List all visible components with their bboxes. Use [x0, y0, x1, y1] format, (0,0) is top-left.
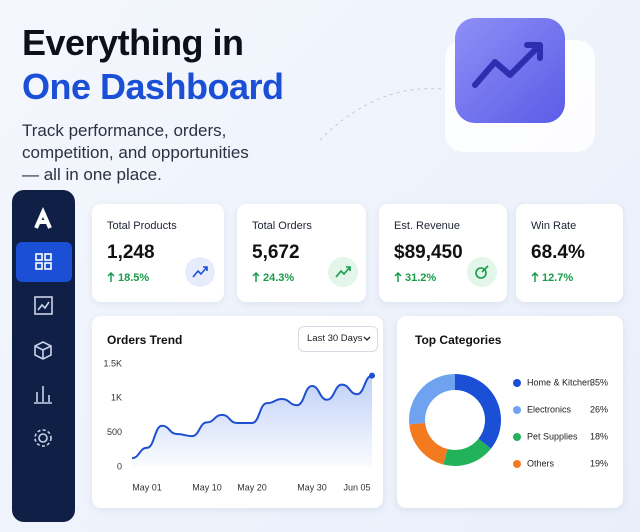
line: [131, 374, 373, 460]
donut-segment: [409, 422, 448, 465]
value-label: 35%: [590, 377, 608, 387]
legend-label: Electronics: [527, 404, 572, 414]
kpi-value: $89,450: [394, 242, 463, 263]
y-tick-label: 0: [117, 461, 122, 471]
kpi-label: Est. Revenue: [394, 220, 461, 232]
icon-glyph: [472, 42, 543, 88]
legend-dot: [513, 433, 521, 441]
deco-line: [319, 88, 451, 141]
kpi-change-text: 24.3%: [263, 272, 295, 284]
y-tick-label: 500: [107, 427, 122, 437]
kpi-card: Total Products 1,248 18.5%: [92, 204, 224, 302]
sidebar-icons: [16, 207, 72, 447]
kpi-change: 31.2%: [394, 271, 437, 284]
kpi-change: 12.7%: [531, 271, 574, 284]
subtitle-line: — all in one place.: [22, 165, 162, 184]
kpi-icon: [467, 257, 497, 287]
logo: [34, 207, 52, 229]
nav-active[interactable]: [16, 242, 72, 282]
kpi-change: 18.5%: [107, 271, 150, 284]
area: [132, 375, 372, 467]
kpi-change-text: 31.2%: [405, 272, 437, 284]
range-dropdown[interactable]: Last 30 Days: [298, 326, 378, 352]
y-tick-label: 1K: [111, 393, 122, 403]
chart-title: Top Categories: [415, 333, 502, 347]
value-label: 18%: [590, 431, 608, 441]
kpi-card: Est. Revenue $89,450 31.2%: [379, 204, 507, 302]
subtitle: Track performance, orders, competition, …: [22, 120, 249, 186]
value-label: 26%: [590, 404, 608, 414]
kpi-change: 24.3%: [252, 271, 295, 284]
legend-dot: [513, 379, 521, 387]
kpi-card: Win Rate 68.4% 12.7%: [516, 204, 623, 302]
title-line1: Everything in: [22, 22, 244, 63]
x-tick-label: May 01: [132, 482, 162, 492]
sidebar: [12, 190, 75, 522]
donut-segment: [409, 374, 456, 425]
categories-card: Top Categories: [397, 316, 623, 508]
x-tick-label: May 10: [192, 482, 222, 492]
x-tick-label: May 20: [237, 482, 267, 492]
kpi-change-text: 18.5%: [118, 272, 150, 284]
kpi-value: 68.4%: [531, 242, 585, 263]
subtitle-line: competition, and opportunities: [22, 143, 249, 162]
kpi-label: Total Products: [107, 220, 177, 232]
value-label: 19%: [590, 458, 608, 468]
kpi-icon: [185, 257, 215, 287]
y-tick-label: 1.5K: [103, 358, 122, 368]
legend-label: Home & Kitchen: [527, 377, 592, 387]
legend-dot: [513, 460, 521, 468]
legend-dot: [513, 406, 521, 414]
kpi-value: 5,672: [252, 242, 300, 263]
x-tick-label: May 30: [297, 482, 327, 492]
dropdown-text: Last 30 Days: [307, 333, 363, 344]
kpi-card: Total Orders 5,672 24.3%: [237, 204, 366, 302]
chart-title: Orders Trend: [107, 333, 183, 347]
legend-label: Others: [527, 458, 555, 468]
legend-label: Pet Supplies: [527, 431, 578, 441]
end-point: [369, 372, 375, 379]
donut-segment: [454, 374, 501, 449]
nav-icons[interactable]: [34, 253, 53, 447]
donut-segment: [443, 438, 491, 466]
kpi-icon: [328, 257, 358, 287]
kpi-label: Total Orders: [252, 220, 312, 232]
x-tick-label: Jun 05: [343, 482, 370, 492]
kpi-change-text: 12.7%: [542, 272, 574, 284]
kpi-value: 1,248: [107, 242, 155, 263]
title-line2: One Dashboard: [22, 66, 284, 107]
kpi-label: Win Rate: [531, 220, 577, 232]
subtitle-line: Track performance, orders,: [22, 121, 227, 140]
